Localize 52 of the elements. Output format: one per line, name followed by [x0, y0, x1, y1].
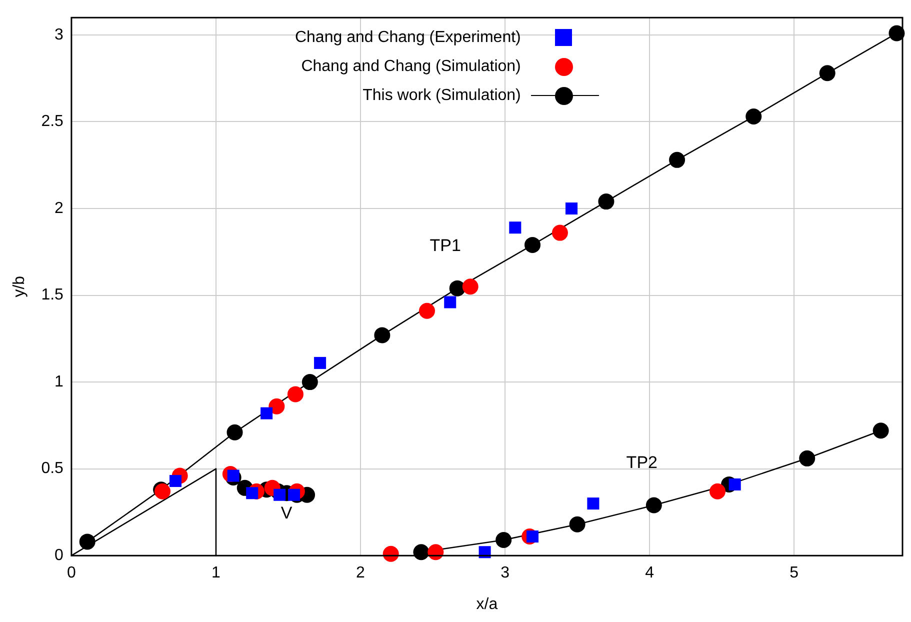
point — [462, 278, 478, 295]
point — [374, 327, 390, 344]
point — [302, 374, 318, 390]
point — [819, 65, 836, 82]
point — [569, 516, 586, 532]
legend-label: This work (Simulation) — [362, 87, 521, 106]
point — [79, 534, 96, 550]
point — [449, 280, 466, 296]
point — [274, 488, 286, 501]
annotation: TP1 — [430, 236, 461, 256]
point — [746, 108, 762, 125]
annotation: TP2 — [626, 452, 658, 472]
y-tick-label: 3 — [54, 26, 64, 44]
point — [587, 498, 600, 510]
point — [872, 422, 889, 439]
point — [728, 478, 741, 490]
point — [710, 483, 726, 500]
point — [552, 224, 568, 241]
point — [646, 497, 662, 514]
point — [669, 152, 686, 168]
x-tick-label: 5 — [790, 564, 799, 582]
point — [566, 202, 578, 215]
point — [268, 398, 285, 414]
point — [314, 356, 326, 369]
point — [444, 296, 456, 308]
y-tick-label: 0.5 — [41, 460, 64, 478]
x-tick-label: 2 — [356, 564, 366, 582]
x-tick-label: 1 — [212, 564, 221, 582]
annotation: V — [280, 503, 293, 522]
point — [496, 532, 512, 548]
x-tick-label: 3 — [500, 564, 510, 582]
x-axis-title: x/a — [476, 596, 498, 613]
y-tick-label: 1 — [54, 373, 64, 390]
x-tick-label: 4 — [645, 564, 654, 582]
x-tick-label: 0 — [66, 564, 76, 582]
point — [418, 302, 435, 319]
point — [888, 25, 905, 42]
point — [226, 424, 243, 440]
y-tick-label: 2 — [54, 200, 64, 217]
y-axis-title: y/b — [11, 276, 28, 298]
point — [524, 236, 540, 253]
legend-label: Chang and Chang (Experiment) — [294, 29, 521, 48]
legend-label: Chang and Chang (Simulation) — [301, 58, 521, 76]
point — [526, 530, 539, 543]
point — [509, 222, 522, 234]
point — [598, 194, 614, 210]
point — [287, 386, 304, 402]
point — [799, 450, 816, 466]
y-tick-label: 0 — [54, 547, 64, 564]
y-tick-label: 1.5 — [41, 286, 64, 304]
y-tick-label: 2.5 — [41, 113, 64, 130]
point — [260, 407, 273, 420]
